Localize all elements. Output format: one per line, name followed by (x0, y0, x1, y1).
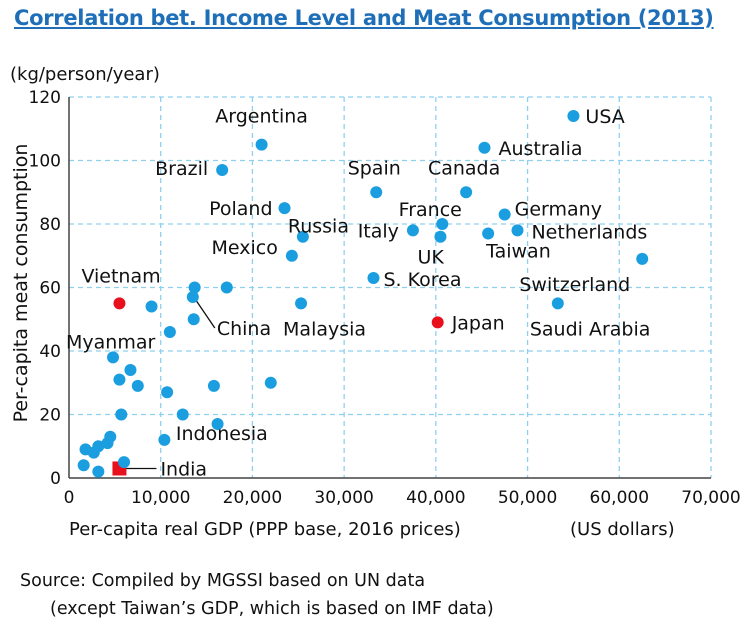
point-taiwan (482, 227, 495, 240)
label-poland: Poland (209, 198, 272, 220)
point-point-28 (187, 313, 200, 326)
point-point-44 (77, 459, 90, 472)
label-myanmar: Myanmar (66, 331, 155, 353)
point-japan (431, 316, 444, 329)
x-axis-label: Per-capita real GDP (PPP base, 2016 pric… (69, 519, 461, 540)
label-spain: Spain (348, 157, 401, 179)
point-indonesia (207, 379, 220, 392)
label-indonesia: Indonesia (176, 423, 268, 445)
point-germany (498, 208, 511, 221)
point-brazil (216, 164, 229, 177)
label-taiwan: Taiwan (485, 241, 551, 263)
point-switzerland (636, 252, 649, 265)
point-point-27 (145, 300, 158, 313)
point-canada (460, 186, 473, 199)
grid-lines (69, 96, 712, 478)
y-axis-label: Per-capita meat consumption (10, 144, 32, 423)
point-uk (434, 230, 447, 243)
label-malaysia: Malaysia (283, 318, 366, 340)
source-line-1: Source: Compiled by MGSSI based on UN da… (20, 571, 426, 591)
y-tick-label: 40 (39, 342, 61, 362)
point-point-26 (220, 281, 233, 294)
point-spain (370, 186, 383, 199)
point-point-46 (118, 456, 131, 469)
point-point-40 (101, 437, 114, 450)
point-france (436, 218, 449, 230)
point-point-43 (87, 446, 100, 459)
label-japan: Japan (451, 312, 505, 334)
point-australia (478, 141, 491, 154)
y-tick-label: 0 (50, 469, 61, 489)
label-france: France (399, 199, 462, 221)
axes (68, 97, 711, 479)
point-usa (567, 110, 580, 123)
y-tick-label: 100 (29, 152, 61, 172)
y-unit-label: (kg/person/year) (10, 64, 160, 85)
point-italy (406, 224, 419, 237)
label-s-korea: S. Korea (383, 269, 461, 291)
point-malaysia (295, 297, 308, 310)
point-russia (296, 230, 309, 243)
point-point-25 (188, 281, 201, 294)
label-china: China (217, 318, 271, 340)
label-australia: Australia (498, 138, 582, 160)
label-russia: Russia (288, 216, 349, 238)
point-point-33 (161, 386, 174, 399)
point-saudi-arabia (551, 297, 564, 310)
label-vietnam: Vietnam (81, 265, 160, 287)
point-vietnam (113, 297, 126, 310)
point-myanmar (107, 351, 120, 364)
x-unit-label: (US dollars) (570, 519, 675, 540)
point-point-45 (92, 465, 105, 478)
x-tick-label: 70,000 (681, 488, 740, 508)
data-points (77, 110, 649, 478)
label-argentina: Argentina (215, 106, 308, 128)
leader-lines (125, 299, 216, 470)
point-argentina (255, 138, 268, 151)
point-poland (278, 202, 291, 215)
chart-title: Correlation bet. Income Level and Meat C… (14, 6, 714, 30)
label-saudi-arabia: Saudi Arabia (530, 318, 651, 340)
point-point-31 (113, 373, 126, 386)
label-italy: Italy (358, 220, 399, 242)
point-point-37 (211, 418, 224, 431)
y-tick-label: 20 (39, 406, 61, 426)
china-leader-line (195, 299, 216, 329)
x-tick-label: 10,000 (131, 488, 190, 508)
label-uk: UK (417, 247, 444, 269)
x-tick-label: 60,000 (590, 488, 649, 508)
tick-labels: 0 20 40 60 80 100 120 0 10,000 20,000 30,000 40,000… (29, 88, 741, 508)
label-germany: Germany (515, 198, 602, 220)
label-netherlands: Netherlands (531, 221, 647, 243)
point-point-32 (131, 379, 144, 392)
point-mexico (285, 249, 298, 262)
label-mexico: Mexico (212, 237, 278, 259)
x-tick-label: 0 (64, 488, 75, 508)
x-tick-label: 40,000 (406, 488, 465, 508)
point-china (186, 291, 199, 304)
y-tick-label: 60 (39, 279, 61, 299)
point-s-korea (367, 271, 380, 284)
x-tick-label: 30,000 (314, 488, 373, 508)
source-line-2: (except Taiwan’s GDP, which is based on … (50, 599, 494, 619)
y-tick-label: 80 (39, 215, 61, 235)
label-usa: USA (585, 106, 624, 128)
label-canada: Canada (428, 157, 500, 179)
point-netherlands (511, 224, 524, 237)
label-india: India (160, 458, 207, 480)
point-point-35 (115, 408, 128, 421)
x-tick-label: 50,000 (498, 488, 557, 508)
point-point-36 (176, 408, 189, 421)
label-brazil: Brazil (155, 158, 208, 180)
label-switzerland: Switzerland (519, 274, 630, 296)
x-tick-label: 20,000 (223, 488, 282, 508)
point-point-29 (163, 325, 176, 338)
point-point-38 (158, 433, 171, 446)
y-tick-label: 120 (29, 88, 61, 108)
point-point-30 (124, 364, 137, 377)
point-point-34 (264, 376, 277, 389)
